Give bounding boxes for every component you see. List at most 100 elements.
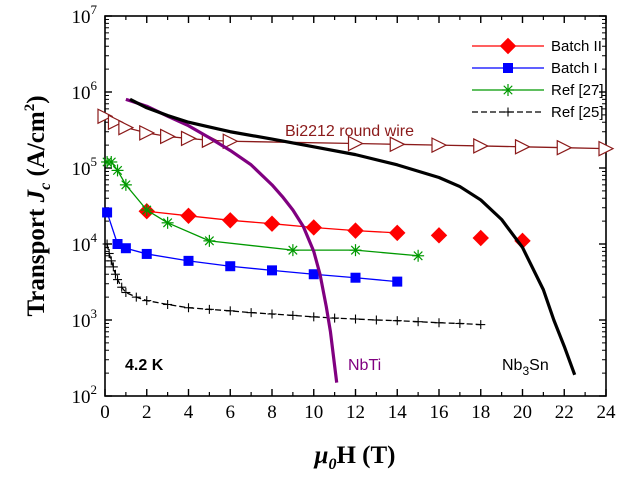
data-point bbox=[286, 244, 299, 257]
data-point bbox=[225, 306, 235, 316]
data-point bbox=[118, 119, 135, 136]
series-nb3sn bbox=[129, 97, 577, 376]
y-tick-label: 105 bbox=[72, 154, 98, 180]
data-point bbox=[117, 282, 127, 292]
series-batch-i bbox=[102, 207, 403, 287]
data-point bbox=[107, 114, 124, 131]
y-tick-label: 102 bbox=[72, 382, 98, 408]
legend-marker bbox=[502, 84, 514, 96]
data-point bbox=[97, 108, 114, 125]
data-point bbox=[105, 155, 118, 168]
annotation-nbti: NbTi bbox=[348, 357, 381, 374]
y-tick-exp: 3 bbox=[91, 306, 98, 321]
data-point bbox=[476, 320, 486, 330]
data-point bbox=[371, 315, 381, 325]
series-batch-ii bbox=[138, 203, 406, 242]
series-ref-25 bbox=[102, 239, 486, 330]
data-point bbox=[140, 204, 153, 217]
y-tick-label: 107 bbox=[72, 2, 98, 28]
data-point bbox=[413, 317, 423, 327]
data-point bbox=[473, 137, 490, 154]
series-bi2212-round-wire bbox=[97, 108, 615, 157]
legend: Batch II Batch I Ref [27] Ref [25] bbox=[472, 37, 604, 121]
data-point bbox=[112, 239, 123, 249]
data-point bbox=[161, 216, 174, 229]
y-axis-title-sup: 2 bbox=[22, 104, 38, 112]
legend-marker bbox=[503, 63, 513, 73]
data-point bbox=[392, 276, 403, 287]
legend-item-batch-ii: Batch II bbox=[472, 37, 602, 55]
data-point bbox=[514, 138, 531, 155]
data-point bbox=[141, 248, 152, 259]
data-point bbox=[104, 248, 114, 258]
data-point bbox=[108, 262, 118, 272]
legend-label: Ref [27] bbox=[551, 82, 604, 99]
data-point bbox=[119, 178, 132, 191]
series-layer bbox=[97, 97, 615, 383]
x-tick-label: 22 bbox=[555, 402, 574, 423]
data-point bbox=[183, 255, 194, 266]
data-point bbox=[430, 227, 448, 244]
plot-frame bbox=[104, 15, 607, 397]
x-tick-label: 4 bbox=[184, 402, 194, 423]
legend-item-batch-i: Batch I bbox=[472, 60, 598, 77]
x-tick-label: 18 bbox=[471, 402, 490, 423]
data-point bbox=[598, 140, 615, 157]
data-point bbox=[350, 272, 361, 283]
series-line-nbti bbox=[125, 97, 339, 383]
data-point bbox=[225, 261, 236, 272]
nb3sn-post: Sn bbox=[529, 357, 549, 374]
x-tick-label: 10 bbox=[304, 402, 323, 423]
data-point bbox=[267, 309, 277, 319]
data-point bbox=[389, 224, 406, 242]
data-point bbox=[263, 215, 281, 232]
data-point bbox=[349, 244, 362, 257]
data-point bbox=[163, 299, 173, 309]
series-line-nb3sn bbox=[129, 97, 577, 376]
legend-label: Batch II bbox=[551, 38, 602, 55]
data-point bbox=[288, 310, 298, 320]
x-tick-label: 0 bbox=[100, 402, 110, 423]
x-axis-ticks: 0 2 4 6 8 10 12 14 16 18 20 22 24 bbox=[100, 16, 616, 423]
x-tick-label: 14 bbox=[388, 402, 408, 423]
data-point bbox=[305, 219, 322, 236]
y-tick-label: 104 bbox=[72, 230, 98, 256]
x-axis-title-sub: 0 bbox=[328, 456, 336, 473]
data-point bbox=[392, 316, 402, 326]
x-tick-label: 20 bbox=[513, 402, 532, 423]
data-point bbox=[160, 128, 176, 145]
data-point bbox=[139, 124, 156, 141]
data-point bbox=[351, 314, 360, 324]
y-axis-title-close: ) bbox=[23, 95, 50, 103]
x-tick-label: 2 bbox=[142, 402, 152, 423]
x-tick-label: 16 bbox=[430, 402, 449, 423]
data-point bbox=[308, 269, 319, 280]
data-point bbox=[434, 318, 444, 328]
data-point bbox=[347, 135, 364, 152]
data-point bbox=[330, 313, 340, 323]
annotation-temperature: 4.2 K bbox=[125, 357, 164, 374]
y-tick-base: 10 bbox=[72, 311, 91, 332]
data-point bbox=[180, 130, 197, 147]
data-point bbox=[121, 288, 131, 298]
y-tick-base: 10 bbox=[72, 7, 91, 28]
y-tick-base: 10 bbox=[72, 387, 91, 408]
nb3sn-sub: 3 bbox=[522, 364, 529, 378]
data-point bbox=[222, 212, 239, 229]
series-nbti bbox=[125, 97, 339, 383]
x-tick-label: 12 bbox=[346, 402, 365, 423]
nb3sn-pre: Nb bbox=[502, 357, 523, 374]
data-point bbox=[246, 308, 256, 318]
data-point bbox=[131, 292, 141, 302]
data-point bbox=[204, 304, 214, 314]
data-point bbox=[184, 303, 193, 313]
y-tick-label: 106 bbox=[72, 78, 98, 104]
data-point bbox=[222, 133, 239, 150]
x-tick-label: 24 bbox=[597, 402, 617, 423]
series-line-ref-27 bbox=[107, 161, 419, 257]
y-tick-base: 10 bbox=[72, 159, 91, 180]
y-axis-title-unit: (A/cm bbox=[23, 111, 50, 183]
data-point bbox=[472, 229, 489, 247]
